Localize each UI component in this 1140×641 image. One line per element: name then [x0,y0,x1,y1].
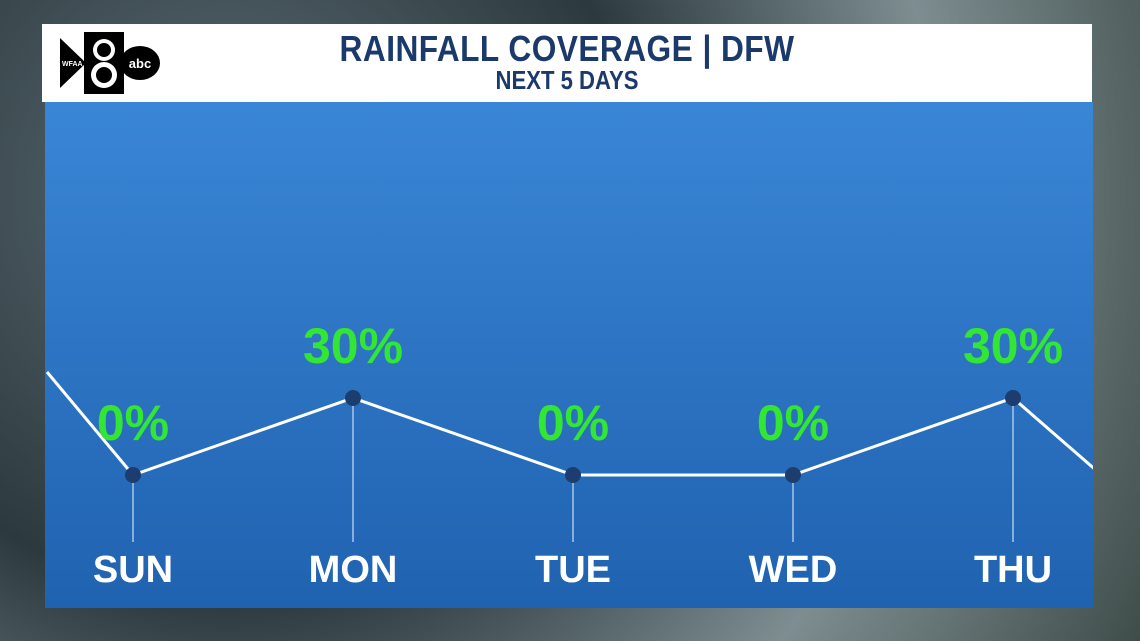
data-point [1005,390,1021,406]
data-point [125,467,141,483]
x-tick-label: SUN [93,549,173,591]
header: WFAA abc RAINFALL COVERAGE | DFW NEXT 5 … [42,24,1092,102]
data-label: 30% [303,318,403,374]
x-tick-label: WED [749,549,838,591]
chart-title: RAINFALL COVERAGE | DFW [339,28,795,69]
svg-text:abc: abc [129,56,151,71]
data-label: 0% [757,395,829,451]
rainfall-line-chart: 0% SUN 30% MON 0% TUE 0% WED 30% THU [45,318,1093,591]
wfaa-abc-logo: WFAA abc [60,32,160,94]
svg-text:WFAA: WFAA [62,61,83,68]
data-label: 0% [97,395,169,451]
data-point [785,467,801,483]
x-tick-label: THU [974,549,1052,591]
data-label: 0% [537,395,609,451]
data-point [565,467,581,483]
chart-subtitle: NEXT 5 DAYS [495,65,639,95]
data-point [345,390,361,406]
x-tick-label: MON [309,549,398,591]
chart-panel: 0% SUN 30% MON 0% TUE 0% WED 30% THU [45,102,1093,608]
data-label: 30% [963,318,1063,374]
x-tick-label: TUE [535,549,611,591]
